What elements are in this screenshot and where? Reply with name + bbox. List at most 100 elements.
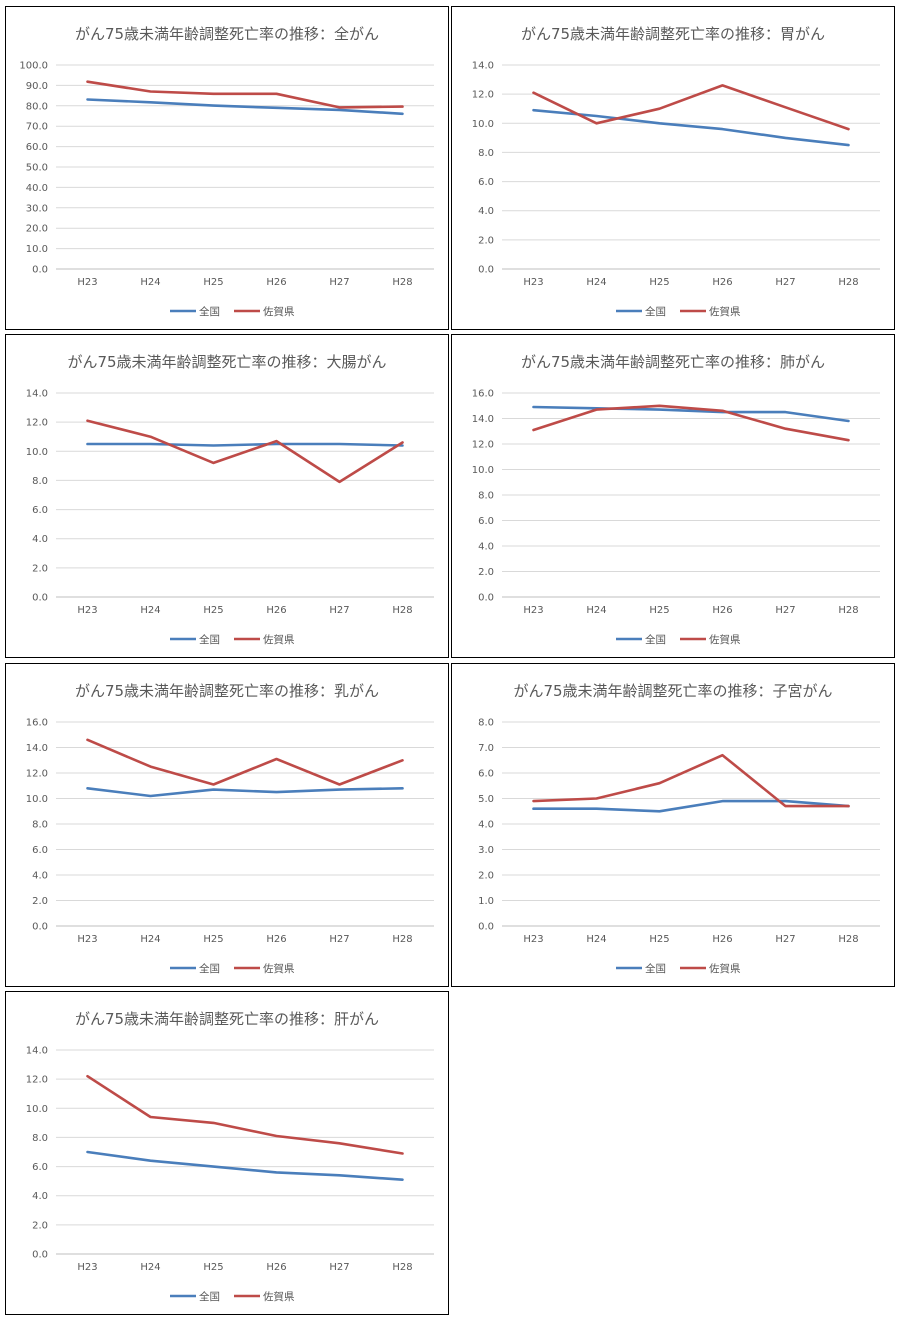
- x-tick-label: H27: [329, 277, 349, 288]
- y-tick-label: 10.0: [26, 447, 48, 458]
- series-line-saga: [86, 419, 404, 484]
- x-tick-label: H26: [712, 934, 732, 945]
- x-tick-label: H26: [266, 934, 286, 945]
- y-tick-label: 12.0: [26, 1075, 48, 1086]
- x-tick-label: H24: [140, 605, 160, 616]
- y-tick-label: 12.0: [472, 440, 494, 451]
- y-tick-label: 70.0: [26, 122, 48, 133]
- y-tick-label: 40.0: [26, 183, 48, 194]
- x-tick-label: H26: [712, 277, 732, 288]
- line-chart: がん75歳未満年齢調整死亡率の推移：全がん 0.0 10.0 20.0 30.0 40.0…: [19, 25, 434, 318]
- x-tick-label: H23: [523, 934, 543, 945]
- y-tick-label: 6.0: [478, 177, 494, 188]
- y-tick-label: 8.0: [478, 491, 494, 502]
- x-tick-label: H25: [649, 605, 669, 616]
- y-tick-label: 4.0: [32, 1191, 48, 1202]
- y-tick-label: 12.0: [26, 769, 48, 780]
- y-tick-label: 8.0: [478, 148, 494, 159]
- chart-title: がん75歳未満年齢調整死亡率の推移：乳がん: [75, 682, 379, 700]
- y-tick-label: 4.0: [478, 820, 494, 831]
- legend-label: 全国: [199, 1290, 220, 1303]
- x-tick-label: H28: [392, 1262, 412, 1273]
- x-tick-label: H25: [203, 277, 223, 288]
- x-tick-label: H28: [838, 277, 858, 288]
- x-tick-label: H28: [838, 934, 858, 945]
- y-tick-label: 14.0: [26, 389, 48, 400]
- x-tick-label: H24: [586, 605, 606, 616]
- y-tick-label: 50.0: [26, 163, 48, 174]
- x-tick-label: H24: [586, 934, 606, 945]
- y-tick-label: 2.0: [478, 235, 494, 246]
- x-tick-label: H25: [203, 605, 223, 616]
- chart-title: がん75歳未満年齢調整死亡率の推移：肝がん: [75, 1010, 379, 1028]
- y-tick-label: 8.0: [32, 1133, 48, 1144]
- y-tick-label: 8.0: [32, 820, 48, 831]
- line-chart: がん75歳未満年齢調整死亡率の推移：乳がん 0.0 2.0 4.0 6.0 8.0 10.0…: [26, 682, 434, 975]
- series-line-national: [86, 442, 404, 447]
- legend-label: 佐賀県: [263, 305, 295, 318]
- x-tick-label: H23: [77, 605, 97, 616]
- y-tick-label: 6.0: [478, 516, 494, 527]
- x-tick-label: H27: [775, 277, 795, 288]
- y-tick-label: 14.0: [26, 1046, 48, 1057]
- x-tick-label: H28: [392, 934, 412, 945]
- y-tick-label: 0.0: [32, 1250, 48, 1261]
- y-tick-label: 16.0: [472, 389, 494, 400]
- line-chart: がん75歳未満年齢調整死亡率の推移：大腸がん 0.0 2.0 4.0 6.0 8.0 10.…: [26, 353, 434, 646]
- y-tick-label: 30.0: [26, 203, 48, 214]
- y-tick-label: 10.0: [26, 244, 48, 255]
- x-tick-label: H27: [329, 1262, 349, 1273]
- y-tick-label: 8.0: [478, 718, 494, 729]
- x-tick-label: H28: [392, 605, 412, 616]
- x-tick-label: H23: [523, 605, 543, 616]
- y-tick-label: 4.0: [32, 534, 48, 545]
- series-line-saga: [86, 738, 404, 786]
- chart-panel: がん75歳未満年齢調整死亡率の推移：全がん 0.0 10.0 20.0 30.0 40.0…: [5, 6, 449, 330]
- legend-label: 全国: [199, 305, 220, 318]
- series-line-national: [86, 787, 404, 798]
- chart-title: がん75歳未満年齢調整死亡率の推移：子宮がん: [513, 682, 832, 700]
- y-tick-label: 4.0: [478, 542, 494, 553]
- series-line-national: [86, 98, 404, 116]
- y-tick-label: 6.0: [32, 1162, 48, 1173]
- legend-label: 佐賀県: [263, 962, 295, 975]
- y-tick-label: 20.0: [26, 224, 48, 235]
- series-line-saga: [86, 80, 404, 109]
- x-tick-label: H24: [140, 277, 160, 288]
- line-chart: がん75歳未満年齢調整死亡率の推移：胃がん 0.0 2.0 4.0 6.0 8.0 10.0…: [472, 25, 880, 318]
- y-tick-label: 1.0: [478, 896, 494, 907]
- y-tick-label: 8.0: [32, 476, 48, 487]
- x-tick-label: H27: [329, 934, 349, 945]
- x-tick-label: H23: [523, 277, 543, 288]
- x-tick-label: H25: [649, 277, 669, 288]
- y-tick-label: 12.0: [26, 418, 48, 429]
- x-tick-label: H24: [586, 277, 606, 288]
- x-tick-label: H23: [77, 1262, 97, 1273]
- y-tick-label: 14.0: [472, 414, 494, 425]
- y-tick-label: 16.0: [26, 718, 48, 729]
- y-tick-label: 0.0: [478, 265, 494, 276]
- series-line-saga: [532, 753, 850, 808]
- y-tick-label: 6.0: [32, 505, 48, 516]
- x-tick-label: H26: [712, 605, 732, 616]
- line-chart: がん75歳未満年齢調整死亡率の推移：肺がん 0.0 2.0 4.0 6.0 8.0 10.0…: [472, 353, 880, 646]
- x-tick-label: H25: [649, 934, 669, 945]
- chart-panel: がん75歳未満年齢調整死亡率の推移：子宮がん 0.0 1.0 2.0 3.0 4.0 5.0…: [451, 663, 895, 987]
- x-tick-label: H28: [838, 605, 858, 616]
- y-tick-label: 60.0: [26, 142, 48, 153]
- legend-label: 佐賀県: [263, 633, 295, 646]
- legend-label: 全国: [645, 633, 666, 646]
- y-tick-label: 2.0: [32, 896, 48, 907]
- y-tick-label: 14.0: [472, 61, 494, 72]
- legend-label: 佐賀県: [709, 962, 741, 975]
- x-tick-label: H23: [77, 277, 97, 288]
- x-tick-label: H27: [775, 605, 795, 616]
- y-tick-label: 12.0: [472, 90, 494, 101]
- y-tick-label: 4.0: [32, 871, 48, 882]
- x-tick-label: H25: [203, 934, 223, 945]
- series-line-national: [532, 108, 850, 147]
- x-tick-label: H28: [392, 277, 412, 288]
- legend-label: 全国: [645, 305, 666, 318]
- y-tick-label: 3.0: [478, 845, 494, 856]
- x-tick-label: H25: [203, 1262, 223, 1273]
